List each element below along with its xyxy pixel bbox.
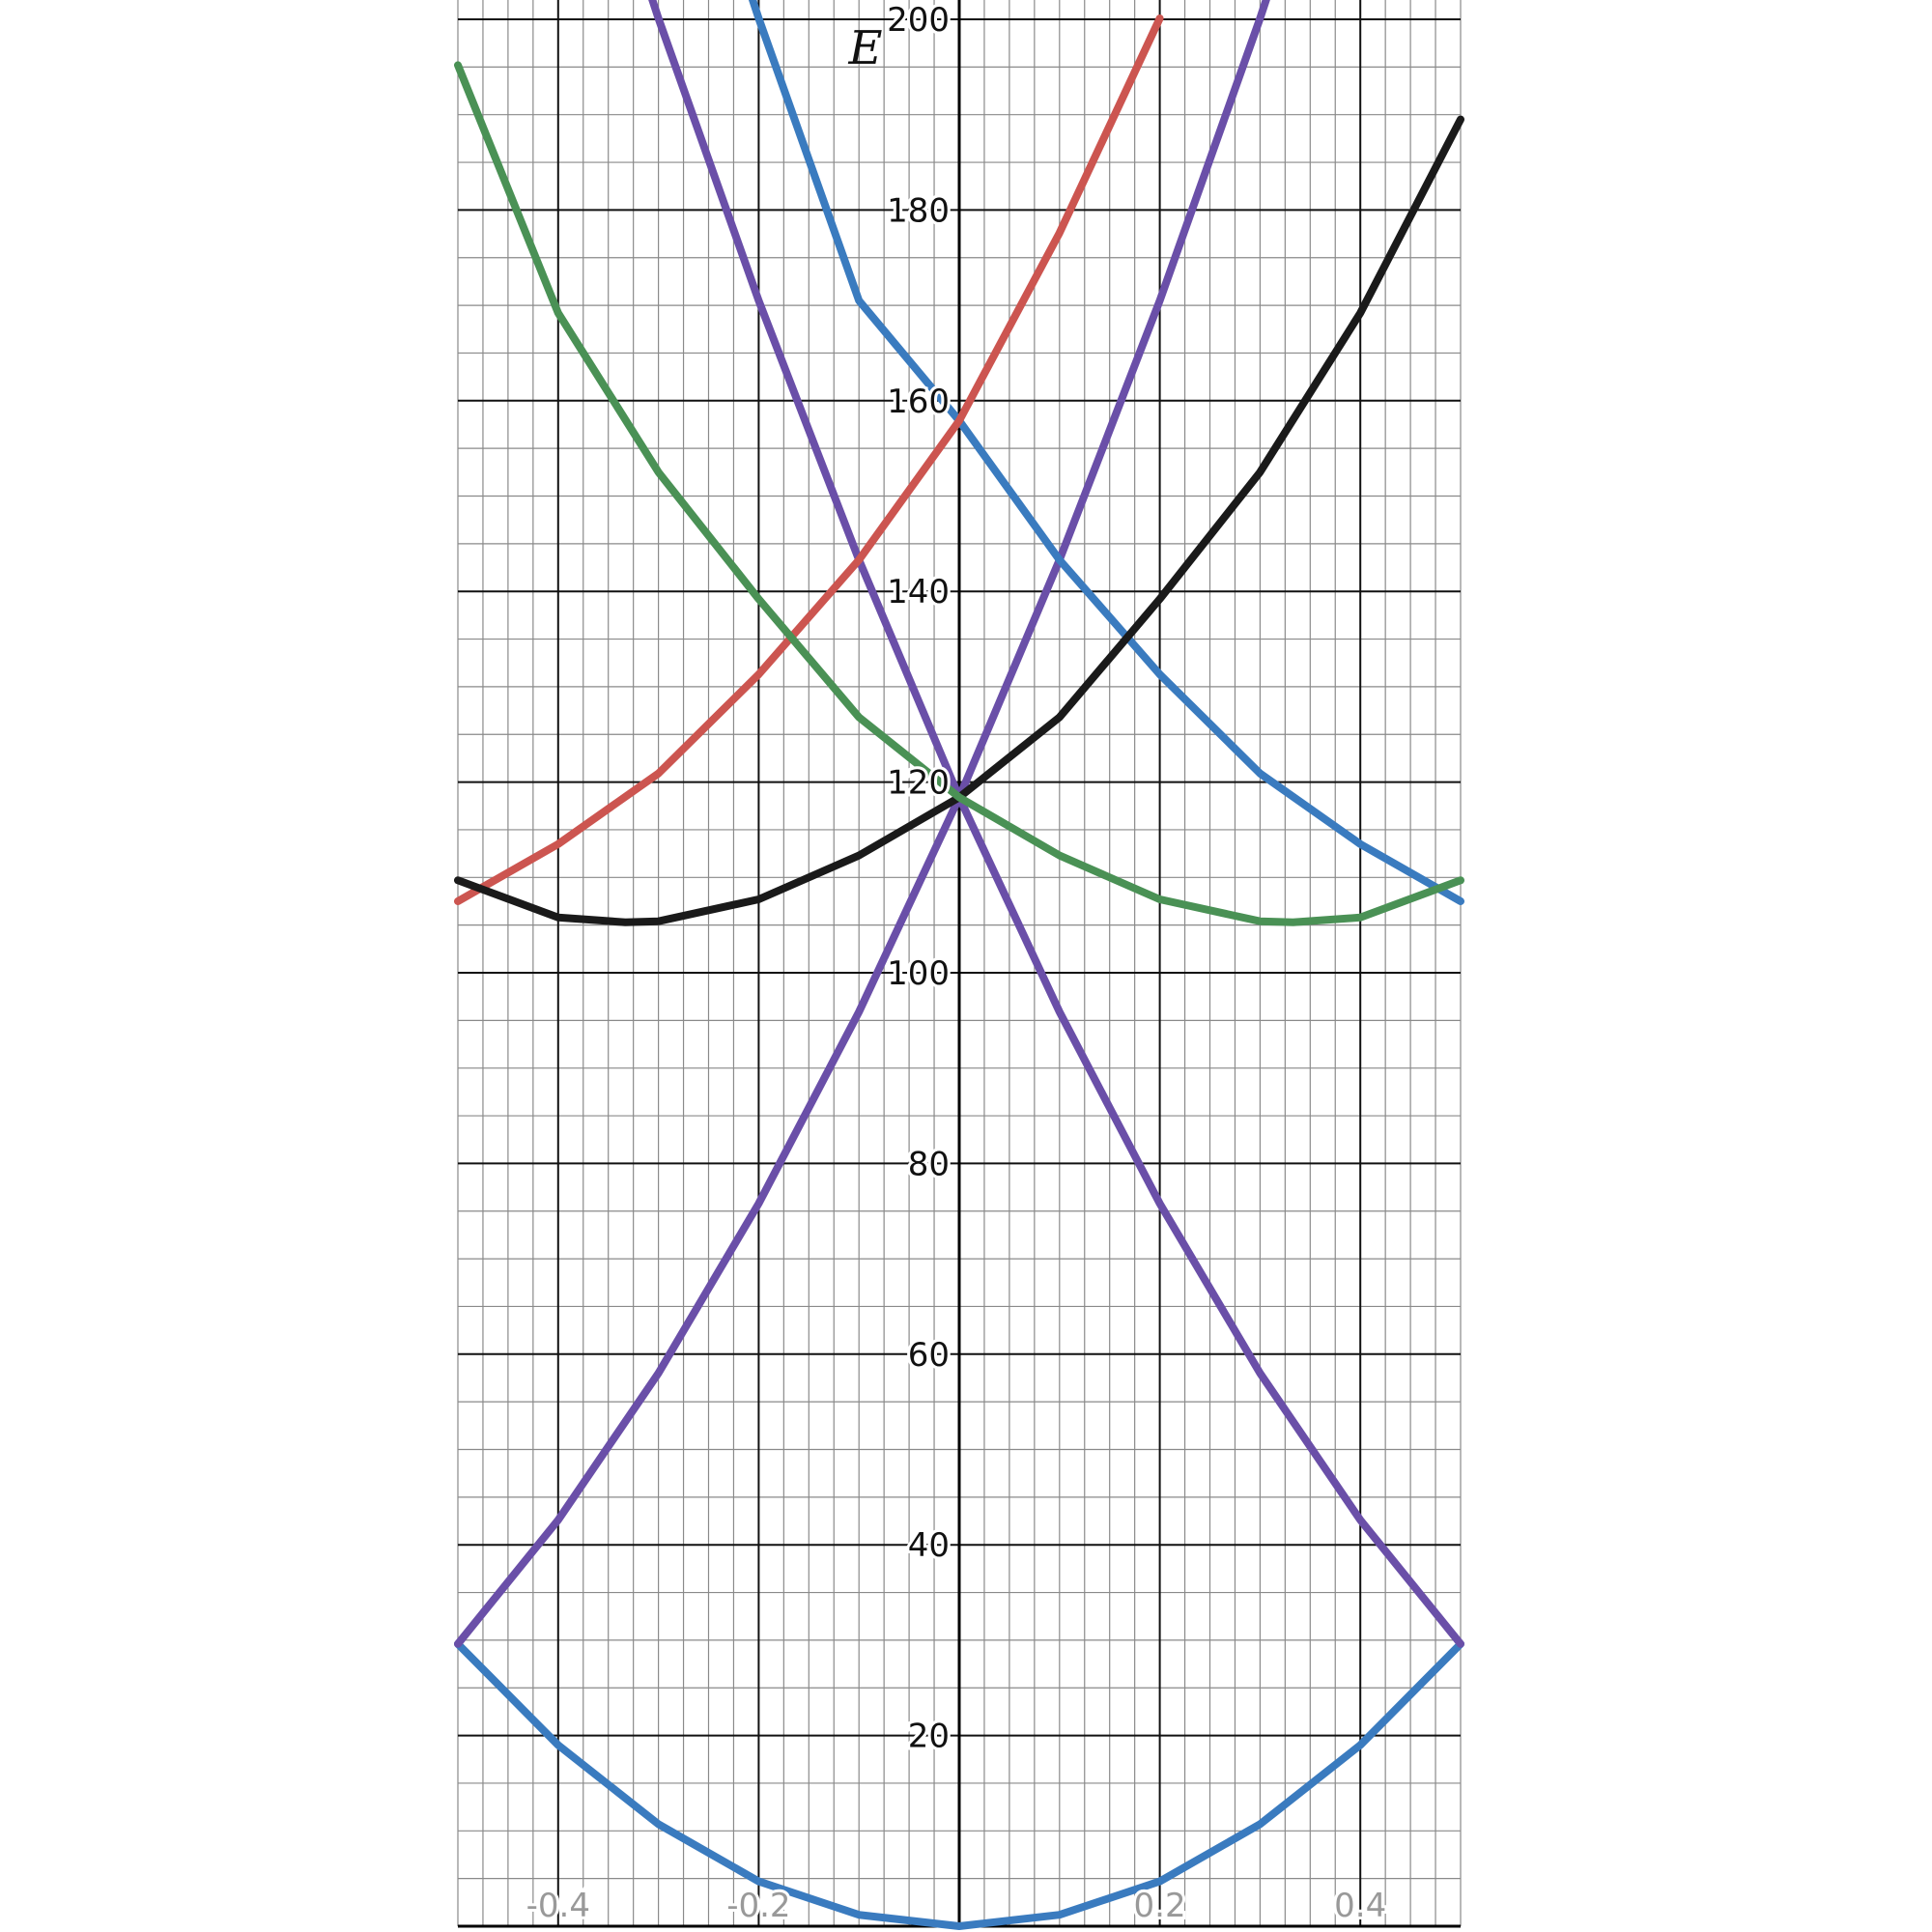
y-tick-label: 120	[887, 764, 950, 803]
x-tick-label: -0.4	[526, 1887, 590, 1925]
y-tick-label: 40	[908, 1526, 950, 1565]
series-line-4	[748, 0, 1464, 905]
series-line-2	[454, 0, 1270, 1648]
series-line-1	[454, 1639, 1464, 1930]
y-tick-label: 180	[887, 191, 950, 230]
series-line-7	[454, 61, 1464, 926]
series-lines	[454, 0, 1464, 1930]
x-tick-label: 0.2	[1134, 1887, 1186, 1925]
y-tick-label: 160	[887, 383, 950, 421]
y-tick-label: 80	[908, 1145, 950, 1183]
y-tick-label: 140	[887, 573, 950, 611]
y-tick-label: 20	[908, 1718, 950, 1756]
tick-labels: 20 40 60 80 100 120 140 160 180 200 -0.4 -0.2 0.2 0.4	[524, 0, 1390, 1928]
series-line-3	[648, 0, 1464, 1648]
y-tick-label: 200	[887, 1, 950, 40]
y-tick-label: 60	[908, 1336, 950, 1375]
series-line-6	[454, 115, 1464, 926]
series-line-5	[454, 14, 1164, 905]
y-tick-label: 100	[887, 954, 950, 993]
x-tick-label: 0.4	[1334, 1887, 1386, 1925]
x-tick-label: -0.2	[726, 1887, 790, 1925]
y-axis-label: E	[847, 21, 882, 75]
